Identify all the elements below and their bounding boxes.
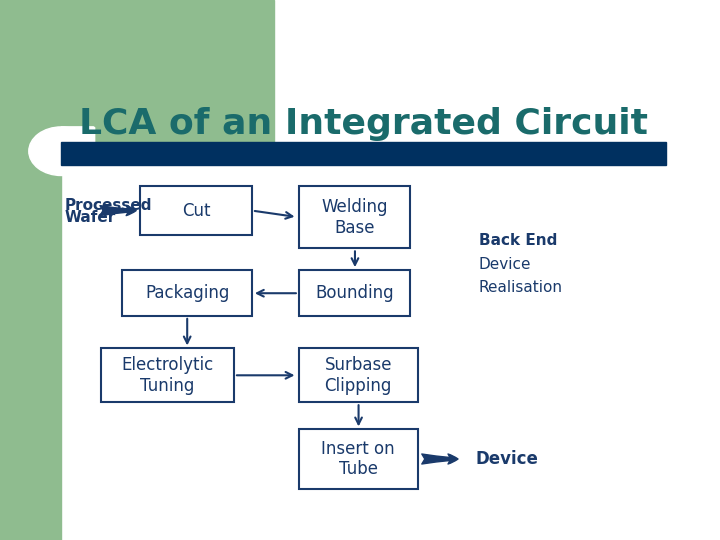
Text: Surbase
Clipping: Surbase Clipping [325, 356, 392, 395]
Bar [0, 0, 61, 540]
Text: LCA of an Integrated Circuit: LCA of an Integrated Circuit [79, 107, 648, 141]
Text: Device: Device [479, 257, 531, 272]
Circle shape [29, 127, 94, 176]
Bar [0, 0, 274, 151]
Text: Electrolytic
Tuning: Electrolytic Tuning [121, 356, 214, 395]
Text: Processed: Processed [65, 198, 153, 213]
Bar [101, 348, 234, 402]
Bar [61, 142, 666, 165]
Text: Back End: Back End [479, 233, 557, 248]
Text: Realisation: Realisation [479, 280, 563, 295]
Bar [61, 127, 94, 151]
Bar [299, 348, 418, 402]
Bar [299, 429, 418, 489]
Text: Cut: Cut [182, 201, 210, 220]
Text: Welding
Base: Welding Base [321, 198, 388, 237]
Text: Packaging: Packaging [145, 284, 230, 302]
Bar [122, 270, 252, 316]
Text: Insert on
Tube: Insert on Tube [321, 440, 395, 478]
Bar [140, 186, 252, 235]
Text: Wafer: Wafer [65, 210, 116, 225]
Wedge shape [61, 127, 94, 151]
Text: Bounding: Bounding [315, 284, 394, 302]
Text: Device: Device [475, 450, 538, 468]
Bar [299, 186, 410, 248]
Bar [299, 270, 410, 316]
